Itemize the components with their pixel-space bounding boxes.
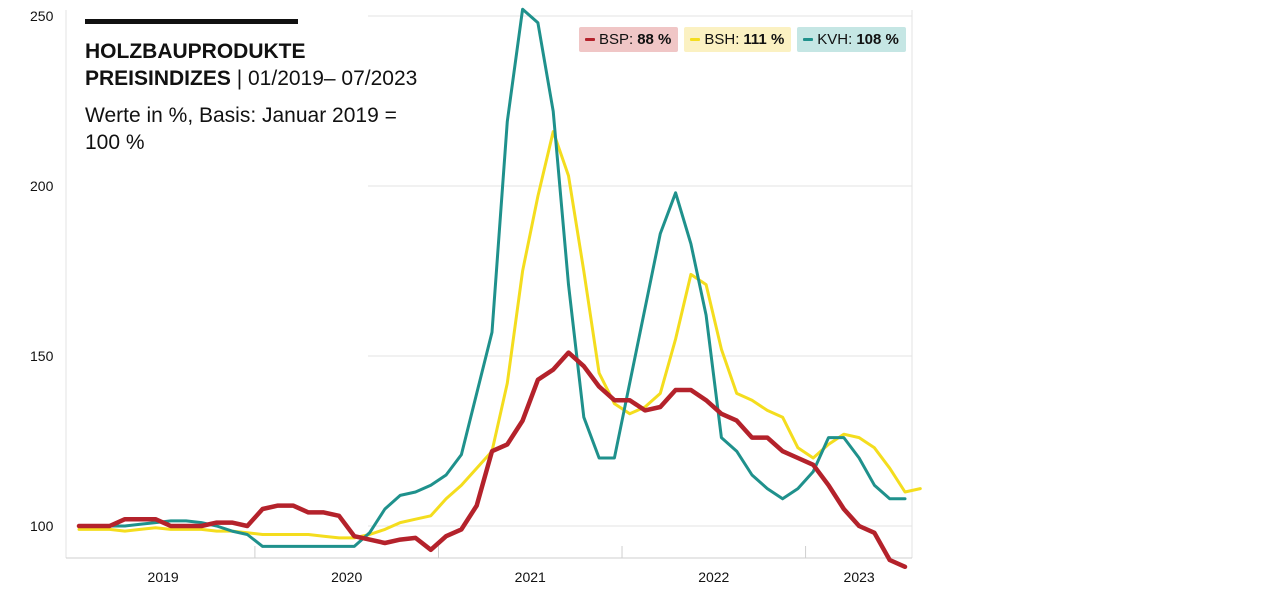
legend-swatch-bsh — [690, 38, 701, 41]
x-tick-label-2021: 2021 — [515, 569, 546, 585]
title-accent-bar — [85, 19, 298, 24]
chart-title: HOLZBAUPRODUKTE PREISINDIZES | 01/2019– … — [85, 38, 445, 92]
x-tick-label-2023: 2023 — [844, 569, 875, 585]
legend-value-bsh: 111 % — [743, 31, 785, 48]
series-line-kvh — [77, 7, 907, 548]
y-tick-label: 150 — [30, 348, 54, 364]
legend-value-kvh: 108 % — [856, 31, 899, 48]
legend-item-bsh: BSH: 111 % — [684, 27, 792, 52]
chart-subtitle: Werte in %, Basis: Januar 2019 = 100 % — [85, 104, 397, 154]
series-lines — [76, 7, 922, 570]
legend-swatch-bsp — [585, 38, 595, 41]
legend-label-bsp: BSP: — [599, 31, 634, 48]
legend-label-kvh: KVH: — [817, 31, 853, 48]
title-line-2-bold: PREISINDIZES — [85, 67, 231, 90]
legend-swatch-kvh — [803, 38, 814, 41]
legend-item-bsp: BSP: 88 % — [579, 27, 679, 52]
axes — [65, 10, 913, 559]
legend-item-kvh: KVH: 108 % — [797, 27, 906, 52]
series-line-bsh — [77, 130, 922, 540]
x-tick-label-2022: 2022 — [698, 569, 729, 585]
title-line-1: HOLZBAUPRODUKTE — [85, 40, 306, 63]
y-tick-label: 200 — [30, 178, 54, 194]
legend-value-bsp: 88 % — [637, 31, 672, 48]
legend-label-bsh: BSH: — [704, 31, 740, 48]
series-line-bsp — [76, 350, 908, 570]
y-tick-label: 250 — [30, 8, 54, 24]
title-line-2-range: | 01/2019– 07/2023 — [230, 67, 418, 90]
y-tick-label: 100 — [30, 518, 54, 534]
grid-lines — [368, 15, 912, 527]
x-tick-label-2019: 2019 — [148, 569, 179, 585]
x-tick-label-2020: 2020 — [331, 569, 362, 585]
tick-labels: 100 150 200 250 2019 2020 2021 2022 2023 — [30, 8, 875, 585]
legend: BSP: 88 % BSH: 111 % KVH: 108 % — [579, 27, 906, 52]
